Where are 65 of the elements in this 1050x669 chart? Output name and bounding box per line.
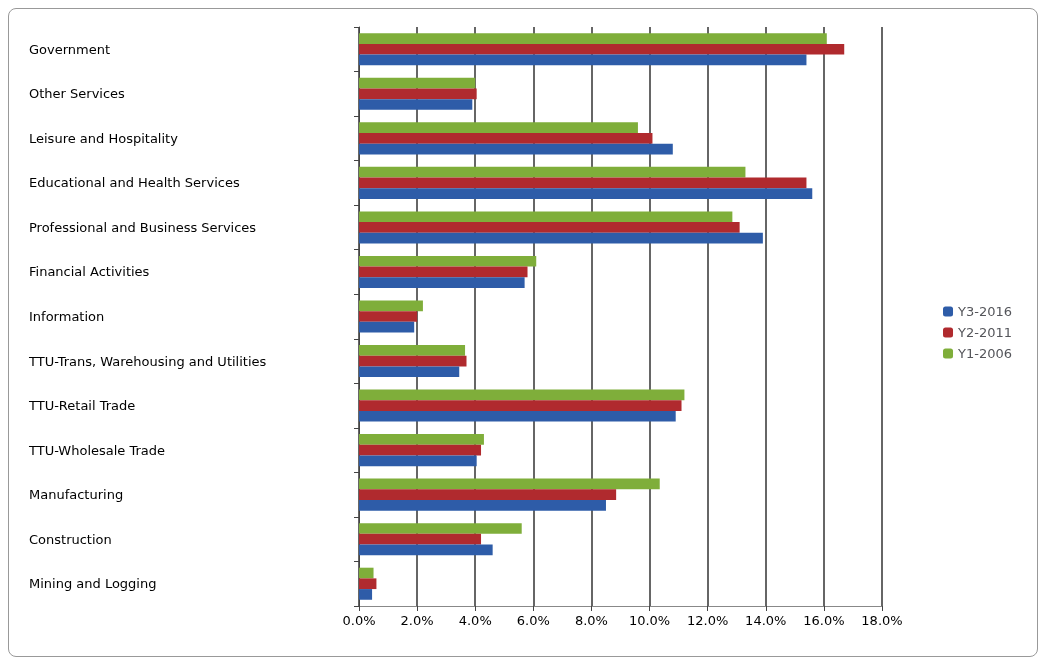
bar bbox=[359, 255, 537, 267]
y-tick-label: TTU-Retail Trade bbox=[28, 398, 136, 414]
bar bbox=[359, 232, 763, 244]
bar bbox=[359, 533, 482, 545]
legend-label: Y1-2006 bbox=[957, 346, 1013, 361]
bar bbox=[359, 444, 482, 456]
bar bbox=[359, 188, 813, 199]
x-tick-label: 10.0% bbox=[628, 613, 671, 628]
bar bbox=[359, 523, 522, 534]
bar bbox=[359, 143, 673, 155]
bar bbox=[359, 567, 374, 579]
bar bbox=[359, 400, 682, 411]
x-tick-label: 6.0% bbox=[516, 613, 550, 628]
bar bbox=[359, 33, 827, 44]
bar bbox=[359, 311, 418, 322]
bar bbox=[359, 500, 606, 511]
bar bbox=[359, 266, 528, 278]
bar bbox=[359, 389, 685, 401]
bar bbox=[359, 211, 733, 223]
y-tick-label: Professional and Business Services bbox=[29, 219, 257, 235]
y-tick-label: Educational and Health Services bbox=[29, 175, 240, 191]
x-tick-label: 4.0% bbox=[458, 613, 492, 628]
y-tick-label: Construction bbox=[29, 531, 112, 547]
bar bbox=[359, 133, 653, 144]
y-tick-label: Leisure and Hospitality bbox=[29, 130, 179, 146]
bar bbox=[359, 300, 423, 312]
bar bbox=[359, 54, 807, 66]
legend-label: Y2-2011 bbox=[957, 325, 1013, 340]
bar bbox=[359, 589, 373, 600]
y-tick-label: Other Services bbox=[29, 86, 126, 102]
y-tick-label: Financial Activities bbox=[29, 264, 150, 280]
y-tick-label: Manufacturing bbox=[29, 487, 124, 503]
bar bbox=[359, 122, 638, 133]
bar bbox=[359, 321, 415, 333]
bar bbox=[359, 177, 807, 189]
bar bbox=[359, 489, 617, 500]
y-tick-label: Mining and Logging bbox=[29, 576, 157, 592]
x-tick-label: 8.0% bbox=[574, 613, 608, 628]
y-tick-label: TTU-Trans, Warehousing and Utilities bbox=[28, 353, 267, 369]
y-tick-label: Information bbox=[29, 309, 105, 324]
bar bbox=[359, 345, 466, 356]
bar bbox=[359, 222, 740, 233]
bar bbox=[359, 478, 660, 490]
x-tick-label: 18.0% bbox=[861, 613, 903, 628]
x-tick-label: 14.0% bbox=[745, 613, 787, 628]
bar bbox=[359, 544, 493, 556]
bar bbox=[359, 366, 460, 378]
x-tick-label: 2.0% bbox=[400, 613, 434, 628]
bar bbox=[359, 578, 377, 590]
bar bbox=[359, 166, 746, 178]
y-tick-label: Government bbox=[29, 41, 111, 57]
bar bbox=[359, 77, 476, 89]
y-tick-label: TTU-Wholesale Trade bbox=[28, 442, 166, 458]
bar bbox=[359, 277, 525, 288]
bar bbox=[359, 355, 467, 367]
bar bbox=[359, 455, 477, 467]
bar bbox=[359, 434, 484, 445]
x-tick-label: 12.0% bbox=[687, 613, 729, 628]
bar bbox=[359, 410, 676, 422]
x-tick-label: 16.0% bbox=[803, 613, 845, 628]
bar bbox=[359, 99, 473, 110]
bar bbox=[359, 43, 845, 55]
legend-label: Y3-2016 bbox=[957, 304, 1013, 319]
x-tick-label: 0.0% bbox=[342, 613, 376, 628]
bar bbox=[359, 88, 477, 100]
